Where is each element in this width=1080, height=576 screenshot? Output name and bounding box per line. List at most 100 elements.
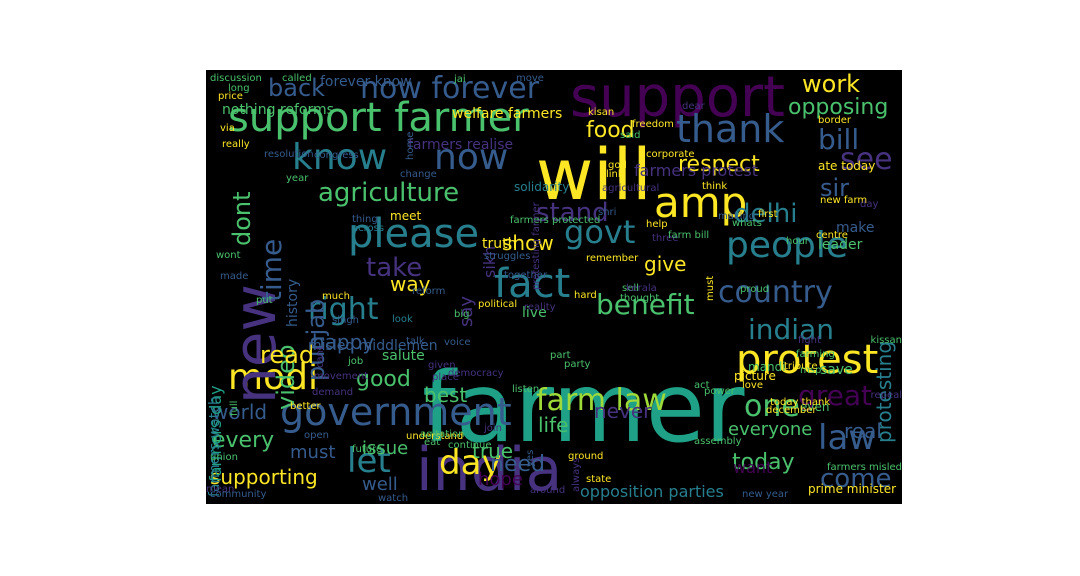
word-mandi: mandi	[748, 360, 786, 374]
word-take: take	[366, 253, 423, 283]
word-best: best	[424, 383, 468, 407]
word-political: political	[478, 299, 518, 310]
word-move: move	[516, 73, 544, 84]
word-place: place	[432, 372, 459, 383]
word-yes: yes	[525, 449, 536, 467]
word-full: full	[229, 400, 240, 416]
word-now: now	[434, 137, 509, 178]
word-dont: dont	[228, 191, 256, 246]
word-repeal: repeal	[870, 390, 902, 401]
word-ate-today: ate today	[818, 159, 876, 173]
word-three: three	[652, 233, 679, 244]
word-open: open	[304, 430, 329, 441]
word-better: better	[290, 401, 321, 412]
word-remember: remember	[586, 253, 639, 264]
word-always: always	[571, 457, 582, 492]
word-solidarity: solidarity	[514, 180, 570, 194]
word-farmers-realise: farmers realise	[408, 137, 514, 153]
word-help: help	[646, 219, 668, 230]
word-govt: govt	[564, 213, 636, 251]
word-reality: reality	[524, 302, 556, 313]
word-new-year: new year	[742, 489, 789, 500]
word-respect: respect	[678, 152, 760, 177]
word-truth: truth	[482, 236, 517, 252]
word-thing: thing	[352, 214, 378, 225]
word-day: day	[860, 199, 879, 210]
word-cloud: farmer india support will support farmer modi…	[206, 70, 902, 504]
word-show: show	[502, 231, 554, 255]
word-dear: dear	[682, 101, 705, 112]
word-continue: continue	[448, 440, 492, 451]
word-issue: issue	[362, 438, 409, 459]
word-law: law	[818, 418, 877, 458]
word-power: power	[704, 386, 735, 397]
word-meet: meet	[390, 209, 422, 223]
word-supporting: supporting	[210, 465, 318, 489]
word-bill: bill	[818, 123, 860, 156]
word-farmer: farmer	[422, 352, 745, 464]
word-made: made	[220, 271, 249, 282]
word-given: given	[428, 360, 456, 371]
word-today-thank: today thank	[770, 397, 831, 408]
word-change: change	[400, 169, 437, 180]
word-community: community	[210, 489, 267, 500]
word-assembly: assembly	[694, 436, 742, 447]
word-amp: amp	[654, 178, 748, 227]
word-let: let	[347, 441, 391, 481]
word-reform: reform	[412, 286, 446, 297]
word-stand: stand	[536, 198, 609, 228]
word-hour: hour	[786, 236, 809, 247]
word-put: put	[256, 295, 273, 306]
word-life: life	[538, 413, 569, 437]
word-discussion: discussion	[210, 73, 262, 84]
word-centre: centre	[816, 230, 848, 241]
word-kisan: kisan	[588, 107, 615, 118]
word-back: back	[268, 74, 326, 102]
word-delhi: delhi	[734, 199, 798, 229]
word-think: think	[702, 181, 728, 192]
word-december: december	[766, 405, 817, 416]
word-demand: demand	[312, 387, 354, 398]
word-never: never	[594, 399, 652, 423]
word-home: home	[405, 131, 416, 160]
word-farmers-protected: farmers protected	[510, 215, 601, 226]
word-india: india	[416, 435, 563, 504]
word-day: day	[439, 443, 502, 483]
word-support: support	[570, 70, 786, 130]
word-making: making	[718, 211, 756, 222]
word-agricultural: agricultural	[602, 183, 660, 194]
word-give: give	[644, 252, 687, 276]
word-understand: understand	[406, 431, 464, 442]
word-indian: indian	[748, 313, 834, 346]
word-government: government	[280, 390, 512, 434]
word-price: price	[218, 91, 243, 102]
word-sell: sell	[622, 283, 639, 294]
word-jai: jai	[454, 74, 466, 85]
word-wont: wont	[216, 250, 241, 261]
word-must: must	[705, 275, 716, 301]
word-big: big	[454, 309, 470, 320]
word-ground: ground	[568, 451, 604, 462]
word-please: please	[348, 211, 480, 257]
word-link: link	[606, 169, 624, 180]
word-union: union	[210, 452, 238, 463]
word-know: know	[292, 137, 388, 178]
word-protesting-farmer: protesting farmer	[531, 202, 542, 290]
word-across: across	[352, 223, 385, 234]
word-benefit: benefit	[596, 288, 695, 321]
word-shri: shri	[598, 207, 617, 218]
word-watch: watch	[378, 493, 409, 504]
word-today: today	[732, 450, 795, 475]
word-even: even	[800, 400, 830, 414]
word-fact: fact	[494, 261, 571, 307]
word-agitation: agitation	[420, 429, 465, 440]
word-around: around	[530, 485, 566, 496]
word-first: first	[758, 209, 778, 220]
word-love: love	[742, 380, 763, 391]
word-save: save	[820, 362, 853, 378]
word-support-farmer: support farmer	[228, 95, 529, 141]
word-world: world	[212, 400, 268, 424]
word-democracy: democracy	[448, 368, 504, 379]
word-want: want	[733, 458, 773, 477]
word-right: right	[308, 292, 379, 327]
